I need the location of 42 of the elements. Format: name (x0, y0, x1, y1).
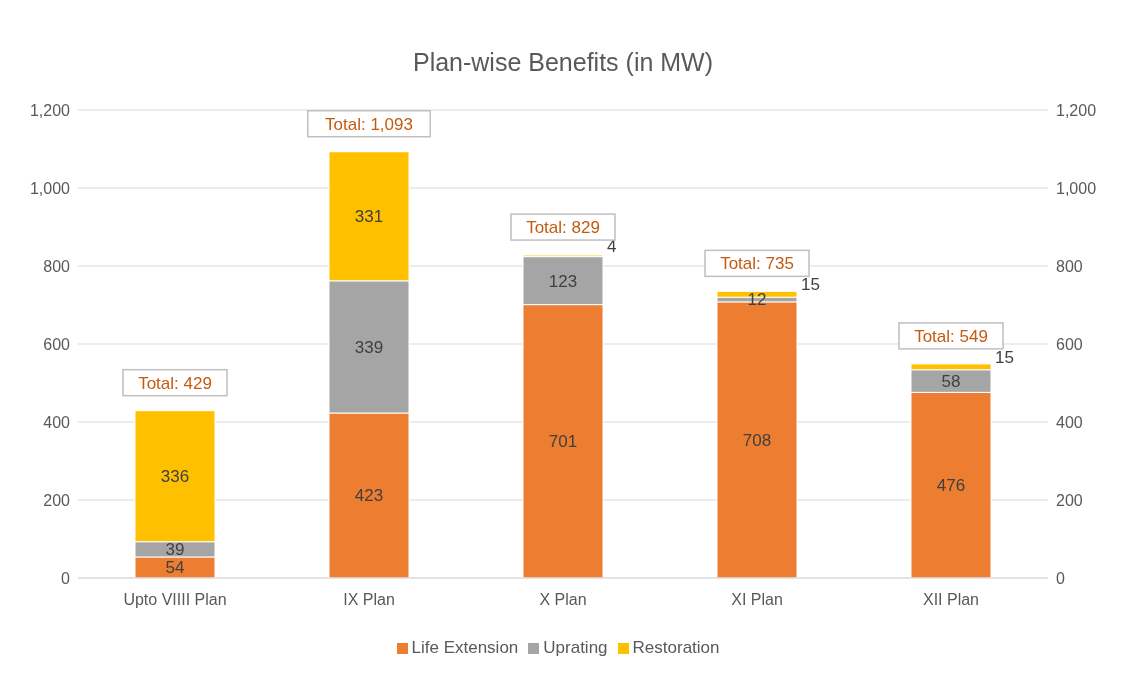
x-tick-label: Upto VIIII Plan (123, 591, 227, 609)
legend-label: Uprating (543, 638, 608, 657)
y-tick-label: 1,000 (29, 179, 71, 197)
chart-title: Plan-wise Benefits (in MW) (411, 47, 715, 78)
x-tick-label: IX Plan (343, 591, 395, 609)
y2-tick-label: 0 (1056, 569, 1065, 587)
data-label: 54 (165, 558, 185, 578)
data-label: 58 (941, 372, 961, 391)
y2-tick-label: 600 (1056, 335, 1083, 353)
x-tick-label: XI Plan (731, 591, 783, 609)
data-label: 39 (165, 540, 185, 560)
data-label: 15 (995, 347, 1014, 367)
x-tick-label: X Plan (539, 591, 587, 609)
total-label: Total: 829 (526, 218, 600, 238)
data-label: 708 (742, 430, 772, 450)
y-tick-label: 400 (43, 413, 71, 431)
data-label: 15 (801, 275, 820, 295)
total-label: Total: 429 (138, 373, 212, 393)
y-tick-label: 1,200 (29, 101, 71, 119)
data-label: 701 (548, 432, 578, 452)
y2-tick-label: 800 (1056, 257, 1083, 275)
y-tick-label: 600 (43, 335, 71, 353)
total-label: Total: 1,093 (325, 114, 413, 134)
x-tick-label: XII Plan (922, 591, 980, 609)
data-label: 123 (548, 271, 578, 291)
data-label: 336 (160, 467, 190, 487)
data-label: 331 (354, 207, 384, 227)
data-label: 4 (607, 236, 617, 256)
y2-tick-label: 1,200 (1056, 101, 1097, 119)
y2-tick-label: 200 (1056, 491, 1083, 509)
legend-label: Restoration (632, 638, 720, 657)
total-label: Total: 735 (720, 254, 794, 274)
data-label: 476 (936, 476, 966, 496)
y-tick-label: 0 (61, 569, 71, 587)
y-tick-label: 800 (43, 257, 71, 275)
total-label: Total: 549 (914, 326, 988, 346)
data-label: 423 (354, 486, 384, 506)
legend-label: Life Extension (411, 638, 519, 657)
y2-tick-label: 1,000 (1056, 179, 1097, 197)
y2-tick-label: 400 (1056, 413, 1083, 431)
y-tick-label: 200 (43, 491, 71, 509)
data-label: 339 (354, 337, 384, 357)
